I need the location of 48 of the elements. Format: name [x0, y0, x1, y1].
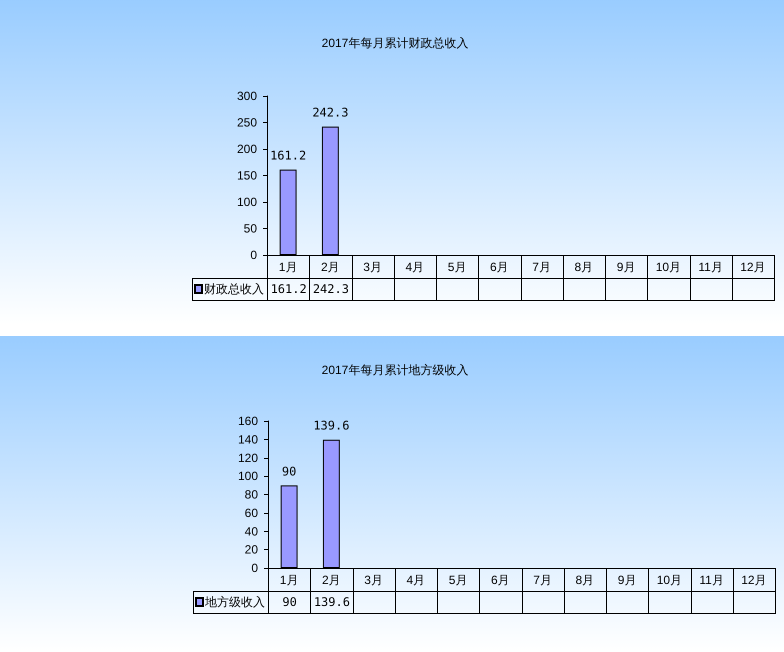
- y-tick-label: 100: [238, 469, 258, 484]
- x-tick-label: 7月: [532, 260, 551, 274]
- data-label: 242.3: [312, 106, 348, 120]
- chart-title: 2017年每月累计财政总收入: [322, 36, 468, 50]
- y-tick-label: 0: [250, 248, 258, 262]
- x-tick-label: 6月: [490, 260, 509, 274]
- x-tick-label: 4月: [406, 260, 424, 274]
- x-tick-label: 5月: [448, 573, 468, 587]
- x-tick-label: 10月: [656, 260, 682, 274]
- x-tick-label: 8月: [576, 573, 594, 587]
- x-tick-label: 1月: [280, 573, 298, 587]
- x-tick-label: 12月: [740, 260, 766, 274]
- x-tick-label: 10月: [656, 573, 682, 587]
- x-tick-label: 4月: [406, 573, 426, 587]
- x-tick-label: 2月: [321, 260, 340, 274]
- x-tick-label: 7月: [533, 573, 552, 587]
- legend-label: 地方级收入: [204, 595, 265, 609]
- x-tick-label: 11月: [698, 260, 723, 274]
- y-tick-label: 100: [236, 195, 258, 209]
- x-tick-label: 6月: [491, 573, 510, 587]
- x-tick-label: 3月: [363, 260, 382, 274]
- data-label: 161.2: [270, 148, 306, 163]
- x-tick-label: 2月: [322, 573, 341, 587]
- y-tick-label: 250: [236, 116, 258, 130]
- legend-label: 财政总收入: [204, 282, 264, 296]
- x-tick-label: 1月: [278, 260, 298, 274]
- y-tick-label: 40: [244, 524, 258, 538]
- x-tick-label: 3月: [364, 573, 383, 587]
- y-tick-label: 50: [244, 222, 258, 236]
- x-tick-label: 5月: [448, 260, 466, 274]
- chart-title: 2017年每月累计地方级收入: [322, 363, 468, 377]
- y-tick-label: 20: [244, 542, 258, 557]
- x-tick-label: 9月: [618, 573, 636, 587]
- y-tick-label: 120: [238, 450, 258, 465]
- x-tick-label: 8月: [574, 260, 594, 274]
- x-tick-label: 9月: [616, 260, 636, 274]
- y-tick-label: 60: [244, 506, 258, 520]
- y-tick-label: 150: [236, 168, 258, 182]
- y-tick-label: 140: [238, 432, 258, 446]
- y-tick-label: 0: [251, 561, 258, 575]
- x-tick-label: 11月: [699, 573, 724, 587]
- y-tick-label: 80: [244, 488, 258, 502]
- data-label: 90: [282, 464, 296, 478]
- data-label: 139.6: [313, 418, 350, 433]
- y-tick-label: 300: [236, 89, 258, 103]
- y-tick-label: 160: [238, 414, 258, 428]
- x-tick-label: 12月: [741, 573, 767, 587]
- y-tick-label: 200: [236, 142, 258, 156]
